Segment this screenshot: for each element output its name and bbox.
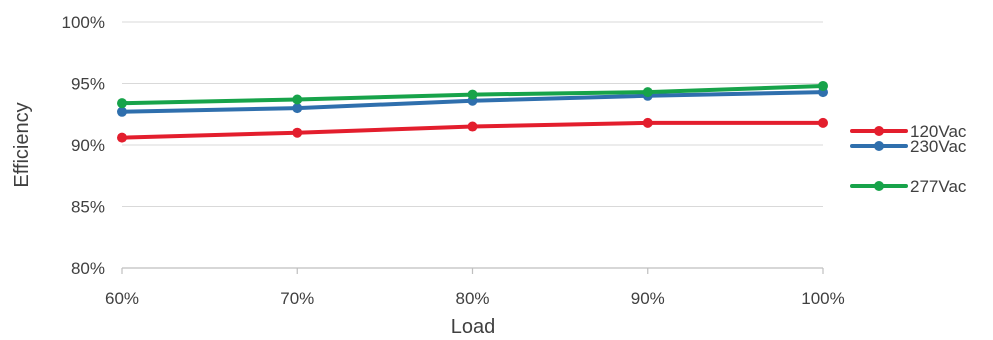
data-point-120vac xyxy=(467,121,478,132)
x-tick-label: 90% xyxy=(631,289,665,308)
x-tick-label: 70% xyxy=(280,289,314,308)
x-axis xyxy=(121,267,824,274)
y-axis-title: Efficiency xyxy=(11,102,33,187)
legend-label-120vac: 120Vac xyxy=(910,122,967,141)
legend-marker-277vac xyxy=(874,181,884,191)
data-point-230vac xyxy=(117,106,127,117)
x-axis-title: Load xyxy=(451,316,496,338)
data-point-120vac xyxy=(117,132,127,143)
data-point-120vac xyxy=(292,127,303,138)
data-point-277vac xyxy=(642,87,653,98)
data-point-277vac xyxy=(467,89,478,100)
gridlines xyxy=(122,21,823,207)
legend-label-277vac: 277Vac xyxy=(910,177,967,196)
legend-label-230vac: 230Vac xyxy=(910,137,967,156)
y-axis-ticks: 80% 85% 90% 95% 100% xyxy=(62,13,105,278)
y-tick-label: 100% xyxy=(62,13,105,32)
data-point-120vac xyxy=(818,117,828,128)
legend-marker-120vac xyxy=(874,126,884,136)
legend-marker-230vac xyxy=(874,141,884,151)
data-point-277vac xyxy=(292,94,303,105)
x-tick-label: 60% xyxy=(105,289,139,308)
data-point-230vac xyxy=(292,103,303,114)
x-tick-label: 80% xyxy=(455,289,489,308)
x-tick-label: 100% xyxy=(801,289,844,308)
series-lines xyxy=(117,80,828,143)
data-point-120vac xyxy=(642,117,653,128)
data-point-277vac xyxy=(117,98,127,109)
x-axis-ticks: 60% 70% 80% 90% 100% xyxy=(105,289,845,308)
y-tick-label: 90% xyxy=(71,136,105,155)
y-tick-label: 95% xyxy=(71,75,105,94)
y-tick-label: 85% xyxy=(71,198,105,217)
y-tick-label: 80% xyxy=(71,259,105,278)
data-point-277vac xyxy=(818,80,828,91)
